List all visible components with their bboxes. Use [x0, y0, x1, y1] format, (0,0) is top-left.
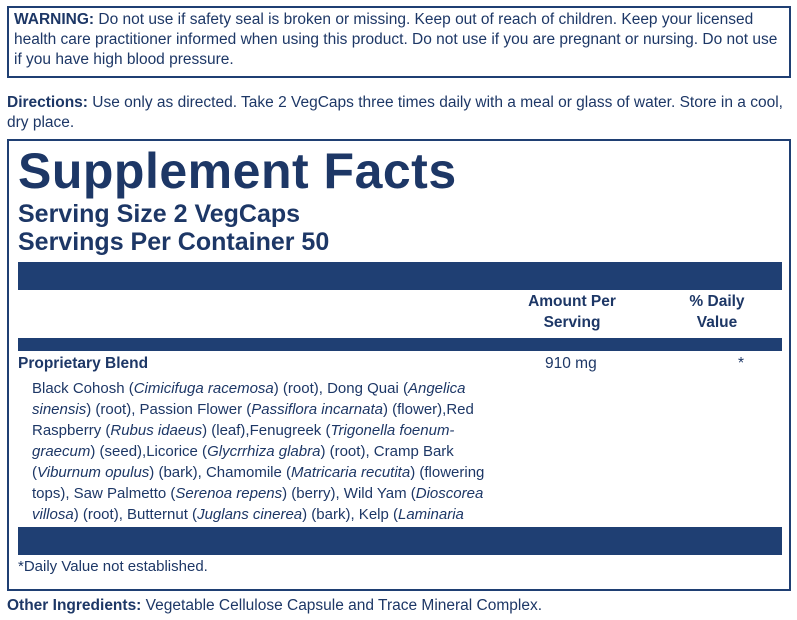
ingredient-text: ) (seed),Licorice (: [90, 443, 208, 460]
facts-box: [7, 139, 791, 591]
column-header: Amount Per Serving: [528, 293, 616, 331]
latin-name: Angelica sinensis: [32, 380, 466, 418]
warning-box: [7, 6, 791, 78]
ingredient-text: Black Cohosh (: [32, 380, 134, 397]
ingredient-text: ) (root), Passion Flower (: [86, 401, 252, 418]
row-name: Proprietary Blend: [18, 355, 149, 372]
latin-name: Matricaria recutita: [290, 464, 411, 481]
ingredient-text: ) (bark), Kelp (: [302, 506, 398, 523]
column-header: % Daily Value: [689, 293, 745, 331]
latin-name: Serenoa repens: [175, 485, 283, 502]
ingredient-text: ) (berry), Wild Yam (: [282, 485, 416, 502]
servings-per-container: Servings Per Container 50: [18, 228, 330, 256]
directions-label: Directions:: [7, 94, 88, 111]
directions-text: Use only as directed. Take 2 VegCaps thr…: [7, 94, 783, 131]
ingredient-text: ) (root), Cramp Bark (: [32, 443, 454, 481]
ingredient-text: ) (flower),Red Raspberry (: [32, 401, 474, 439]
latin-name: Juglans cinerea: [197, 506, 303, 523]
latin-name: Passiflora incarnata: [251, 401, 383, 418]
thick-bar: [18, 527, 782, 555]
thick-bar: [18, 262, 782, 290]
latin-name: Rubus idaeus: [110, 422, 203, 439]
row-daily-value: *: [738, 355, 745, 372]
latin-name: Viburnum opulus: [37, 464, 150, 481]
serving-size: Serving Size 2 VegCaps: [18, 200, 301, 228]
warning-text: Do not use if safety seal is broken or m…: [14, 11, 778, 68]
ingredient-text: ) (root), Dong Quai (: [273, 380, 408, 397]
facts-title: Supplement Facts: [18, 143, 457, 199]
latin-name: Trigonella foenum-graecum: [32, 422, 455, 460]
other-ingredients-text: Vegetable Cellulose Capsule and Trace Mi…: [145, 597, 543, 614]
row-amount: 910 mg: [545, 355, 597, 372]
ingredient-text: ) (leaf),Fenugreek (: [202, 422, 331, 439]
warning: WARNING: Do not use if safety seal is br…: [14, 10, 786, 70]
warning-label: WARNING:: [14, 11, 95, 28]
latin-name: Cimicifuga racemosa: [133, 380, 274, 397]
latin-name: Glycrrhiza glabra: [207, 443, 321, 460]
thin-bar: [18, 338, 782, 351]
other-ingredients: Other Ingredients: Vegetable Cellulose C…: [7, 596, 791, 616]
ingredient-text: ) (root), Butternut (: [73, 506, 198, 523]
ingredients: Black Cohosh (Cimicifuga racemosa) (root…: [32, 378, 497, 546]
other-ingredients-label: Other Ingredients:: [7, 597, 142, 614]
latin-name: Dioscorea villosa: [32, 485, 484, 523]
footnote: *Daily Value not established.: [18, 558, 208, 575]
directions: Directions: Use only as directed. Take 2…: [7, 93, 791, 133]
ingredient-text: ) (flowering tops), Saw Palmetto (: [32, 464, 485, 502]
ingredient-text: ) (bark), Chamomile (: [149, 464, 291, 481]
